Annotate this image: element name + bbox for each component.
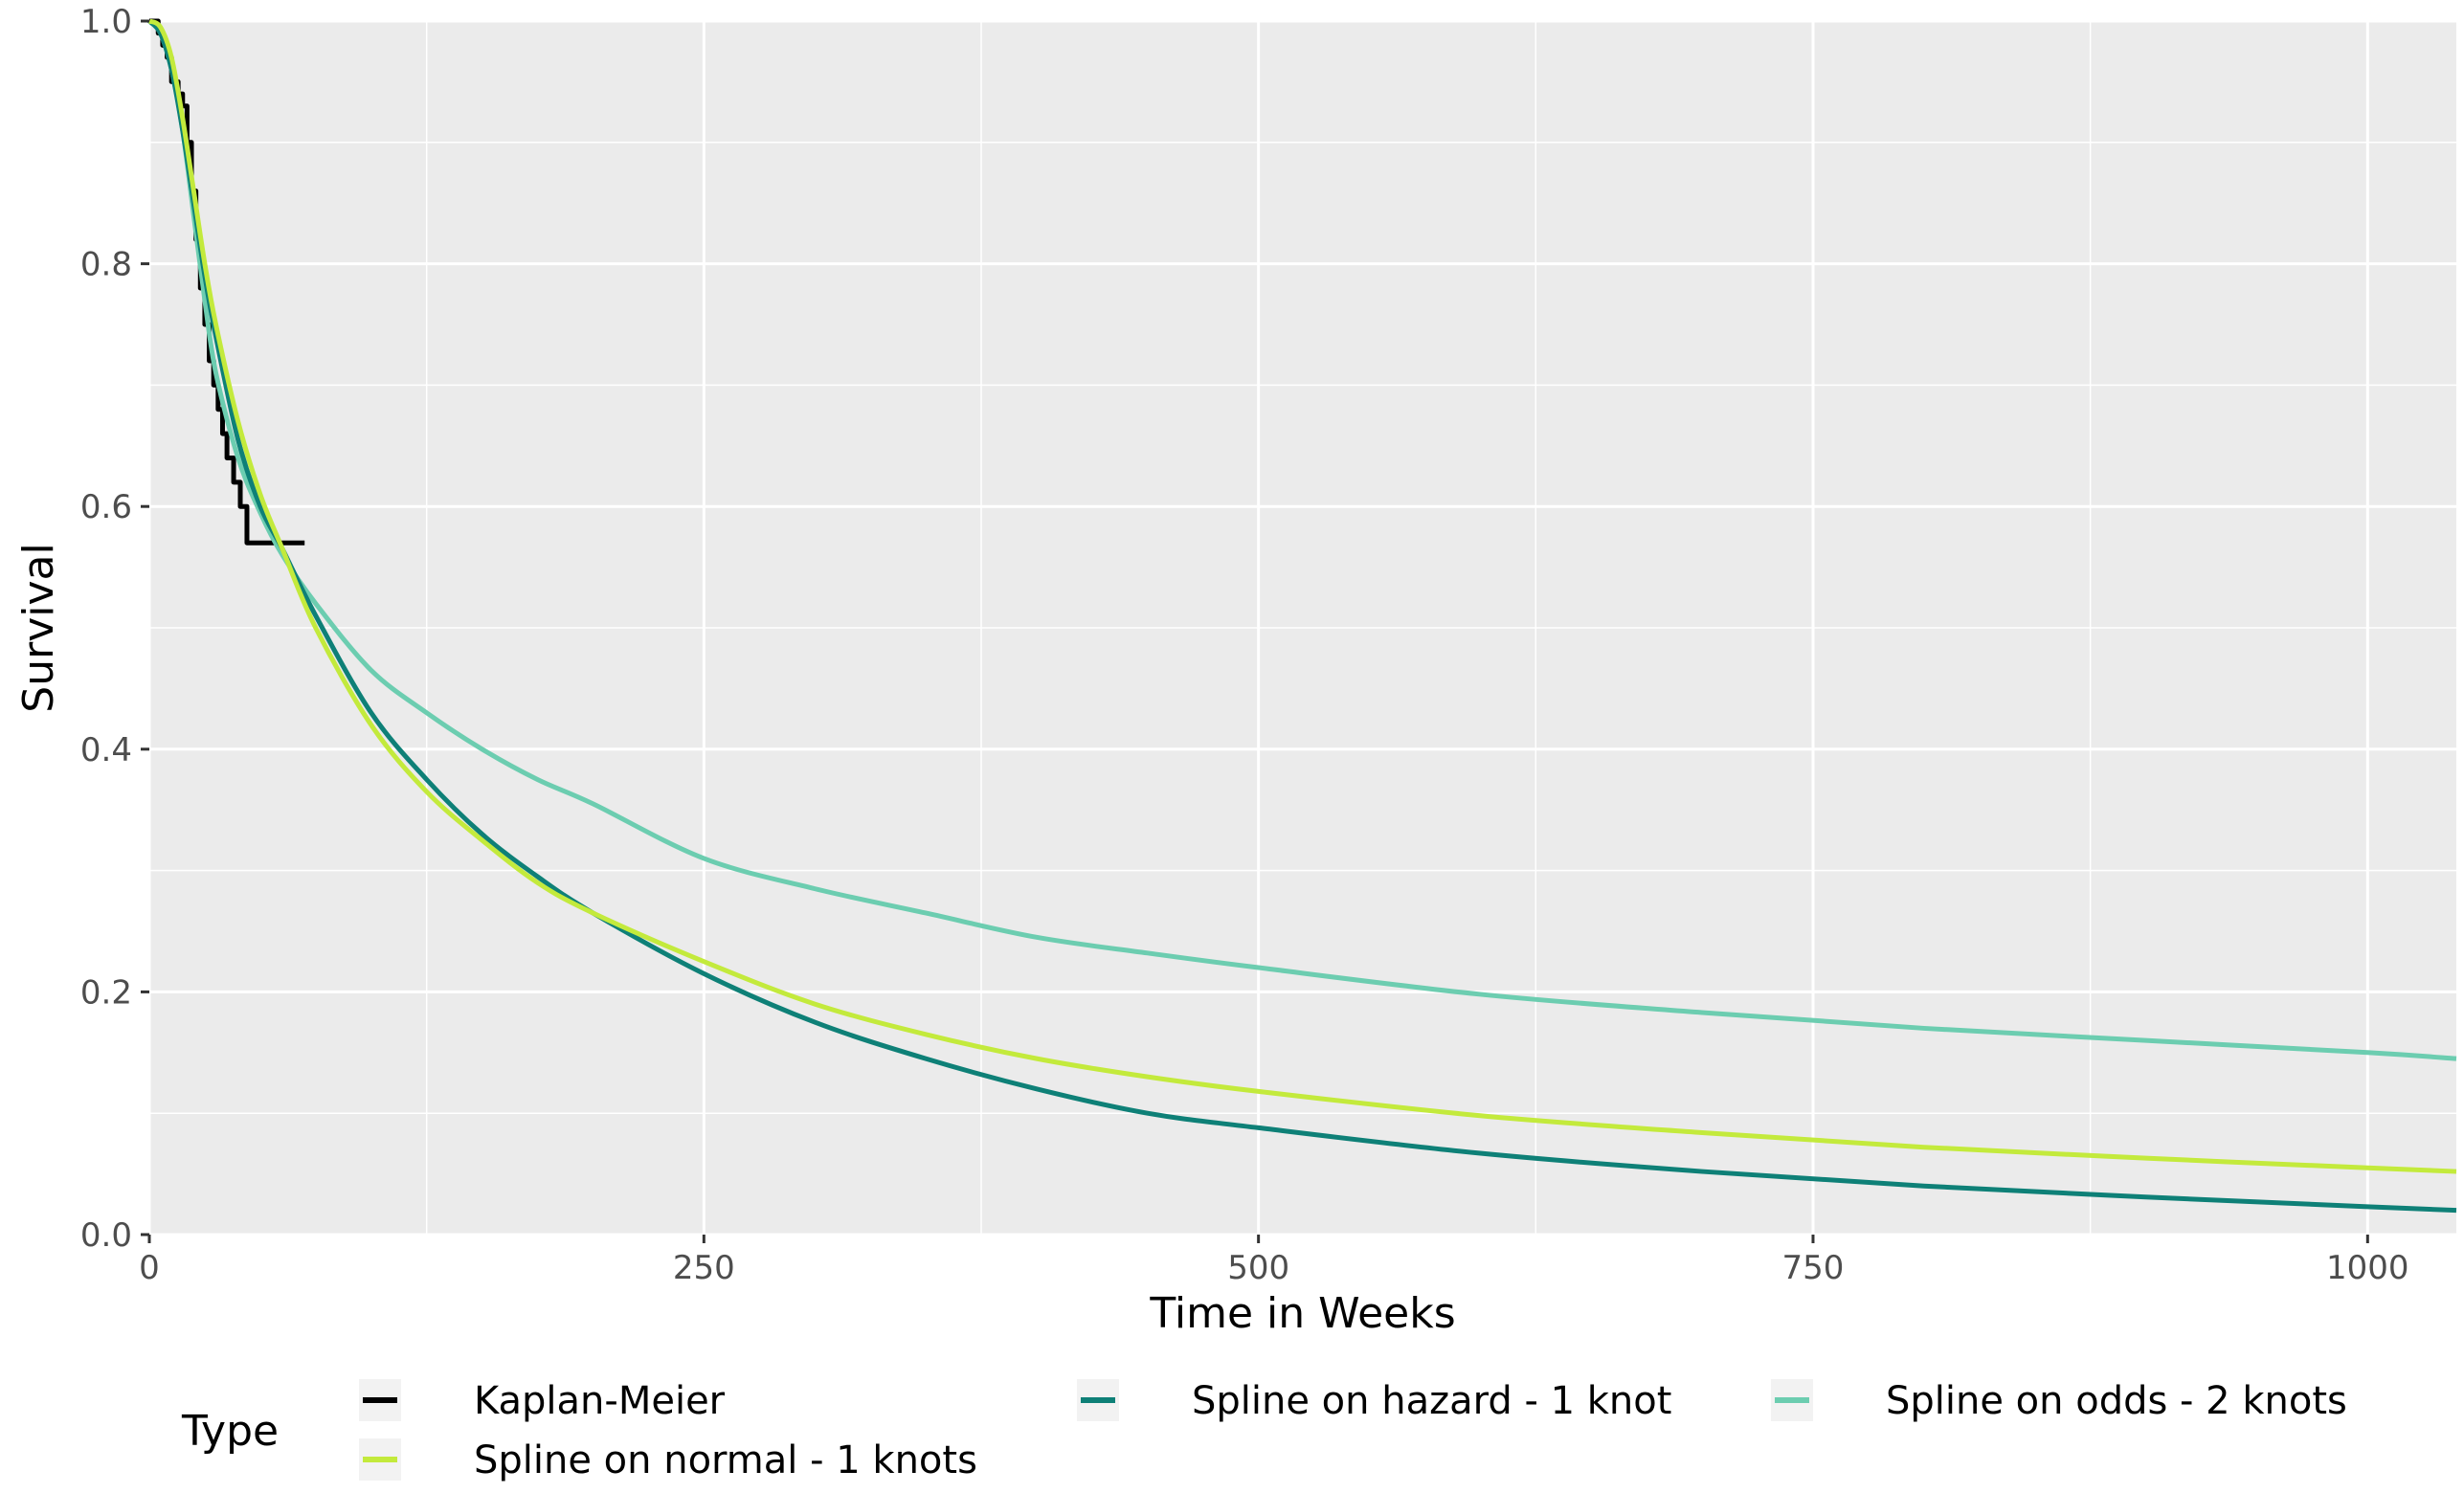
- grid-lines: [147, 19, 2456, 1237]
- legend-title: Type: [181, 1407, 279, 1456]
- y-tick-label: 0.4: [80, 731, 132, 769]
- x-tick-label: 250: [673, 1249, 735, 1287]
- y-tick-label: 0.2: [80, 973, 132, 1012]
- legend-item-spline-normal: Spline on normal - 1 knots: [359, 1438, 977, 1482]
- legend-label: Spline on odds - 2 knots: [1886, 1379, 2347, 1423]
- legend-item-spline-odds: Spline on odds - 2 knots: [1771, 1379, 2347, 1423]
- axes: 0 250 500 750 1000 0.0 0.2 0.4 0.6 0.8 1.0: [80, 3, 2409, 1287]
- x-tick-label: 500: [1227, 1249, 1289, 1287]
- series-spline-odds: [147, 19, 2457, 1061]
- x-axis-title: Time in Weeks: [1149, 1289, 1455, 1338]
- y-axis-title: Survival: [14, 543, 63, 712]
- series-lines: [147, 18, 2457, 1214]
- legend: Type Kaplan-Meier Spline on hazard - 1 kn…: [181, 1379, 2347, 1482]
- legend-items: Kaplan-Meier Spline on hazard - 1 knot Spl…: [359, 1379, 2347, 1482]
- y-tick-label: 1.0: [80, 3, 132, 41]
- legend-label: Spline on normal - 1 knots: [474, 1438, 977, 1482]
- x-tick-label: 1000: [2326, 1249, 2409, 1287]
- legend-label: Spline on hazard - 1 knot: [1192, 1379, 1671, 1423]
- y-tick-label: 0.8: [80, 246, 132, 284]
- x-tick-label: 750: [1782, 1249, 1845, 1287]
- y-tick-label: 0.6: [80, 488, 132, 526]
- series-spline-normal: [147, 18, 2457, 1174]
- legend-item-spline-hazard: Spline on hazard - 1 knot: [1077, 1379, 1671, 1423]
- legend-item-kaplan-meier: Kaplan-Meier: [359, 1379, 726, 1423]
- y-tick-label: 0.0: [80, 1216, 132, 1255]
- x-tick-label: 0: [139, 1249, 160, 1287]
- legend-label: Kaplan-Meier: [474, 1379, 726, 1423]
